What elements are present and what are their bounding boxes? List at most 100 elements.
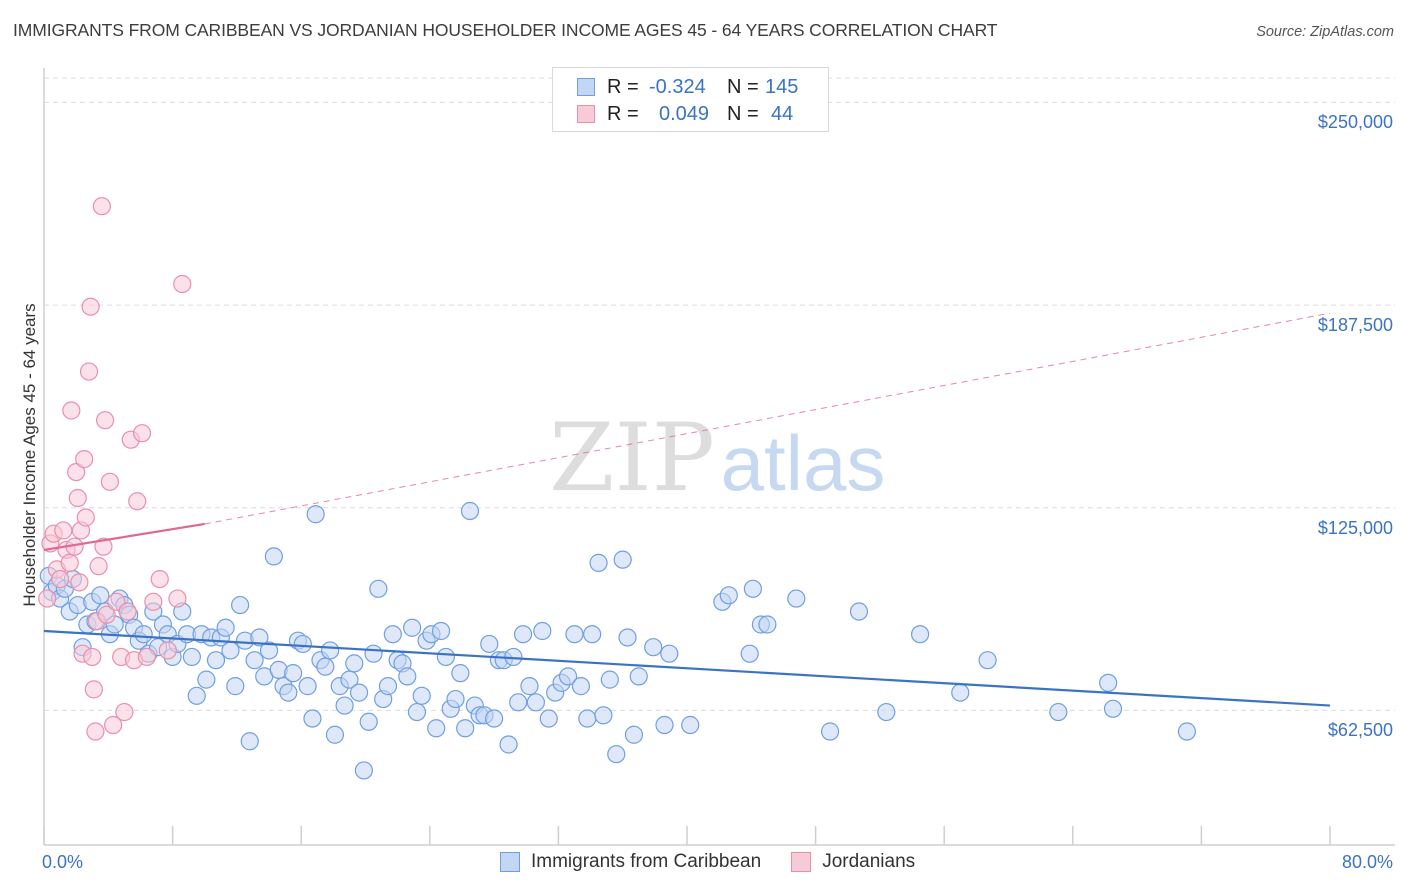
point-caribbean [216,618,235,637]
y-tick-label: $187,500 [1317,315,1393,336]
point-caribbean [349,683,369,702]
point-jordanian [104,715,123,735]
point-caribbean [600,670,619,689]
legend-n-label: N = [727,75,759,98]
chart-source: Source: ZipAtlas.com [1256,24,1394,40]
point-caribbean [644,638,663,657]
point-caribbean [571,677,591,696]
point-jordanian [115,702,134,722]
point-caribbean [226,677,245,696]
point-caribbean [758,615,777,634]
point-caribbean [618,628,637,647]
point-caribbean [820,722,840,741]
point-caribbean [719,586,738,605]
point-caribbean [629,667,648,686]
point-caribbean [206,651,226,670]
point-jordanian [62,401,81,420]
point-jordanian [38,589,57,608]
point-caribbean [660,644,679,663]
point-caribbean [91,586,110,605]
point-caribbean [1099,673,1118,692]
point-caribbean [589,553,608,572]
point-caribbean [594,706,613,725]
legend-swatch-pink [577,105,595,123]
legend-n-value: 145 [765,75,799,98]
axes [43,68,1395,846]
point-caribbean [403,618,422,637]
point-jordanian [92,197,111,216]
watermark-zip: ZIP [549,404,715,513]
point-jordanian [95,411,115,430]
point-caribbean [1177,722,1197,741]
point-caribbean [607,745,626,764]
point-caribbean [877,702,896,722]
point-jordanian [84,680,103,699]
point-caribbean [293,634,312,654]
trend-line-jordanians-extended [204,312,1331,525]
legend-r-value: 0.049 [659,102,710,125]
point-jordanian [75,450,94,469]
point-jordanian [89,557,108,576]
point-caribbean [264,547,283,566]
chart-title: IMMIGRANTS FROM CARIBBEAN VS JORDANIAN H… [13,20,998,40]
point-caribbean [231,595,250,615]
legend: R = -0.324 N = 145 R = 0.049 N = 44 [552,67,829,132]
point-caribbean [197,670,216,689]
point-caribbean [298,677,317,696]
point-caribbean [182,647,201,667]
trend-lines [43,312,1331,707]
x-tick-label-min: 0.0% [42,852,84,872]
point-jordanian [83,647,102,667]
point-jordanian [150,570,169,589]
legend-n-value: 44 [771,102,794,125]
point-caribbean [383,625,402,644]
point-caribbean [407,702,427,722]
legend-r-label: R = [607,102,639,125]
point-caribbean [565,625,584,644]
point-caribbean [740,644,759,663]
series-legend-item-jordanians: Jordanians [791,851,915,873]
point-caribbean [398,667,417,686]
series-legend-item-caribbean: Immigrants from Caribbean [500,851,761,873]
point-caribbean [335,696,354,715]
point-caribbean [187,686,206,705]
y-tick-label: $250,000 [1317,112,1393,133]
point-jordanian [67,462,86,482]
y-axis-title: Householder Income Ages 45 - 64 years [20,303,39,607]
point-caribbean [325,725,345,744]
point-caribbean [526,693,545,712]
point-caribbean [284,664,303,683]
point-caribbean [480,634,499,654]
point-jordanian [50,570,70,589]
point-caribbean [520,677,539,696]
point-caribbean [303,709,322,728]
point-caribbean [978,651,997,670]
point-caribbean [1103,699,1123,718]
watermark-atlas: atlas [721,419,886,507]
point-jordanian [118,602,137,621]
watermark: ZIP atlas [549,404,885,513]
point-caribbean [250,628,269,647]
series-legend-swatch-blue [500,852,520,872]
point-caribbean [245,651,264,670]
point-caribbean [681,715,700,735]
point-jordanian [76,508,95,527]
point-jordanian [70,573,89,592]
point-caribbean [849,602,869,621]
point-caribbean [533,621,552,641]
legend-r-label: R = [607,75,639,98]
point-jordanian [86,722,105,741]
point-jordanian [132,424,152,443]
series-legend-label: Immigrants from Caribbean [531,851,762,872]
y-tick-label: $125,000 [1317,517,1393,538]
point-jordanian [137,647,156,667]
point-caribbean [951,683,970,702]
point-jordanian [68,488,87,508]
series-legend: Immigrants from Caribbean Jordanians [500,851,945,873]
point-caribbean [485,709,504,728]
point-caribbean [613,550,632,569]
x-tick-label-max: 80.0% [1341,852,1393,872]
trend-line-jordanians [43,522,205,552]
point-caribbean [743,579,763,598]
